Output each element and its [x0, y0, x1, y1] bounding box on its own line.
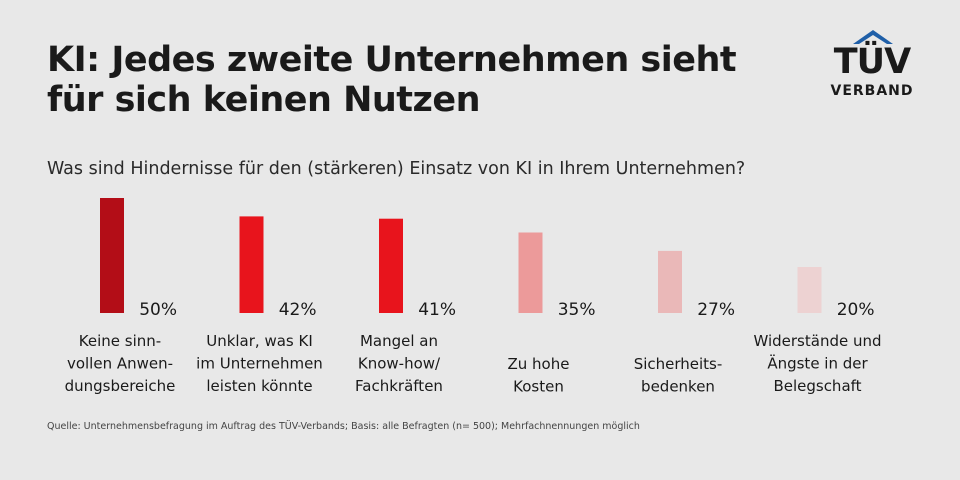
logo-wordmark: TÜV [833, 42, 911, 82]
value-label: 41% [418, 300, 456, 320]
category-label: im Unternehmen [196, 355, 323, 373]
bar-group: 41% Mangel an Know-how/Fachkräften [355, 218, 456, 395]
logo-roof-icon [853, 30, 893, 44]
chart-title: KI: Jedes zweite Unternehmen sieht für s… [47, 40, 767, 120]
bar [797, 267, 822, 313]
category-label: Zu hohe [508, 355, 570, 373]
category-label: Belegschaft [773, 377, 861, 395]
bar-group: 27% Sicherheits-bedenken [634, 250, 735, 396]
title-line-1: KI: Jedes zweite Unternehmen sieht [47, 40, 737, 80]
title-line-2: für sich keinen Nutzen [47, 80, 481, 120]
logo-subtitle: VERBAND [830, 83, 914, 99]
bars-layer: 50% Keine sinn-vollen Anwen-dungsbereiche… [65, 198, 882, 396]
value-label: 50% [139, 300, 177, 320]
bar [518, 232, 543, 313]
category-label: Kosten [513, 378, 564, 396]
bar-group: 20% Widerstände und Ängste in der Belegscha… [753, 267, 882, 395]
category-label: Sicherheits- [634, 355, 723, 373]
category-label: Know-how/ [358, 355, 441, 373]
value-label: 35% [558, 300, 596, 320]
tuev-verband-logo: TÜV VERBAND [826, 30, 918, 100]
category-label: bedenken [641, 378, 715, 396]
category-label: vollen Anwen- [67, 355, 173, 373]
chart-question: Was sind Hindernisse für den (stärkeren)… [47, 159, 746, 179]
bar [658, 250, 682, 313]
category-label: Unklar, was KI [206, 332, 313, 350]
bar [100, 198, 124, 313]
value-label: 20% [837, 300, 875, 320]
bar-group: 50% Keine sinn-vollen Anwen-dungsbereiche [65, 198, 177, 395]
category-label: leisten könnte [206, 377, 312, 395]
category-label: dungsbereiche [65, 377, 176, 395]
value-label: 42% [279, 300, 317, 320]
category-label: Fachkräften [355, 377, 443, 395]
category-label: Mangel an [360, 332, 438, 350]
bar [379, 218, 403, 313]
category-label: Keine sinn- [79, 332, 161, 350]
bar-group: 35% Zu hohe Kosten [508, 232, 596, 396]
logo-roof-shape [853, 30, 893, 44]
source-note: Quelle: Unternehmensbefragung im Auftrag… [47, 421, 640, 432]
value-label: 27% [697, 300, 735, 320]
bar-group: 42% Unklar, was KI im Unternehmen leisten k… [196, 216, 323, 395]
category-label: Widerstände und [753, 332, 881, 350]
bar [239, 216, 264, 313]
category-label: Ängste in der [767, 354, 868, 373]
